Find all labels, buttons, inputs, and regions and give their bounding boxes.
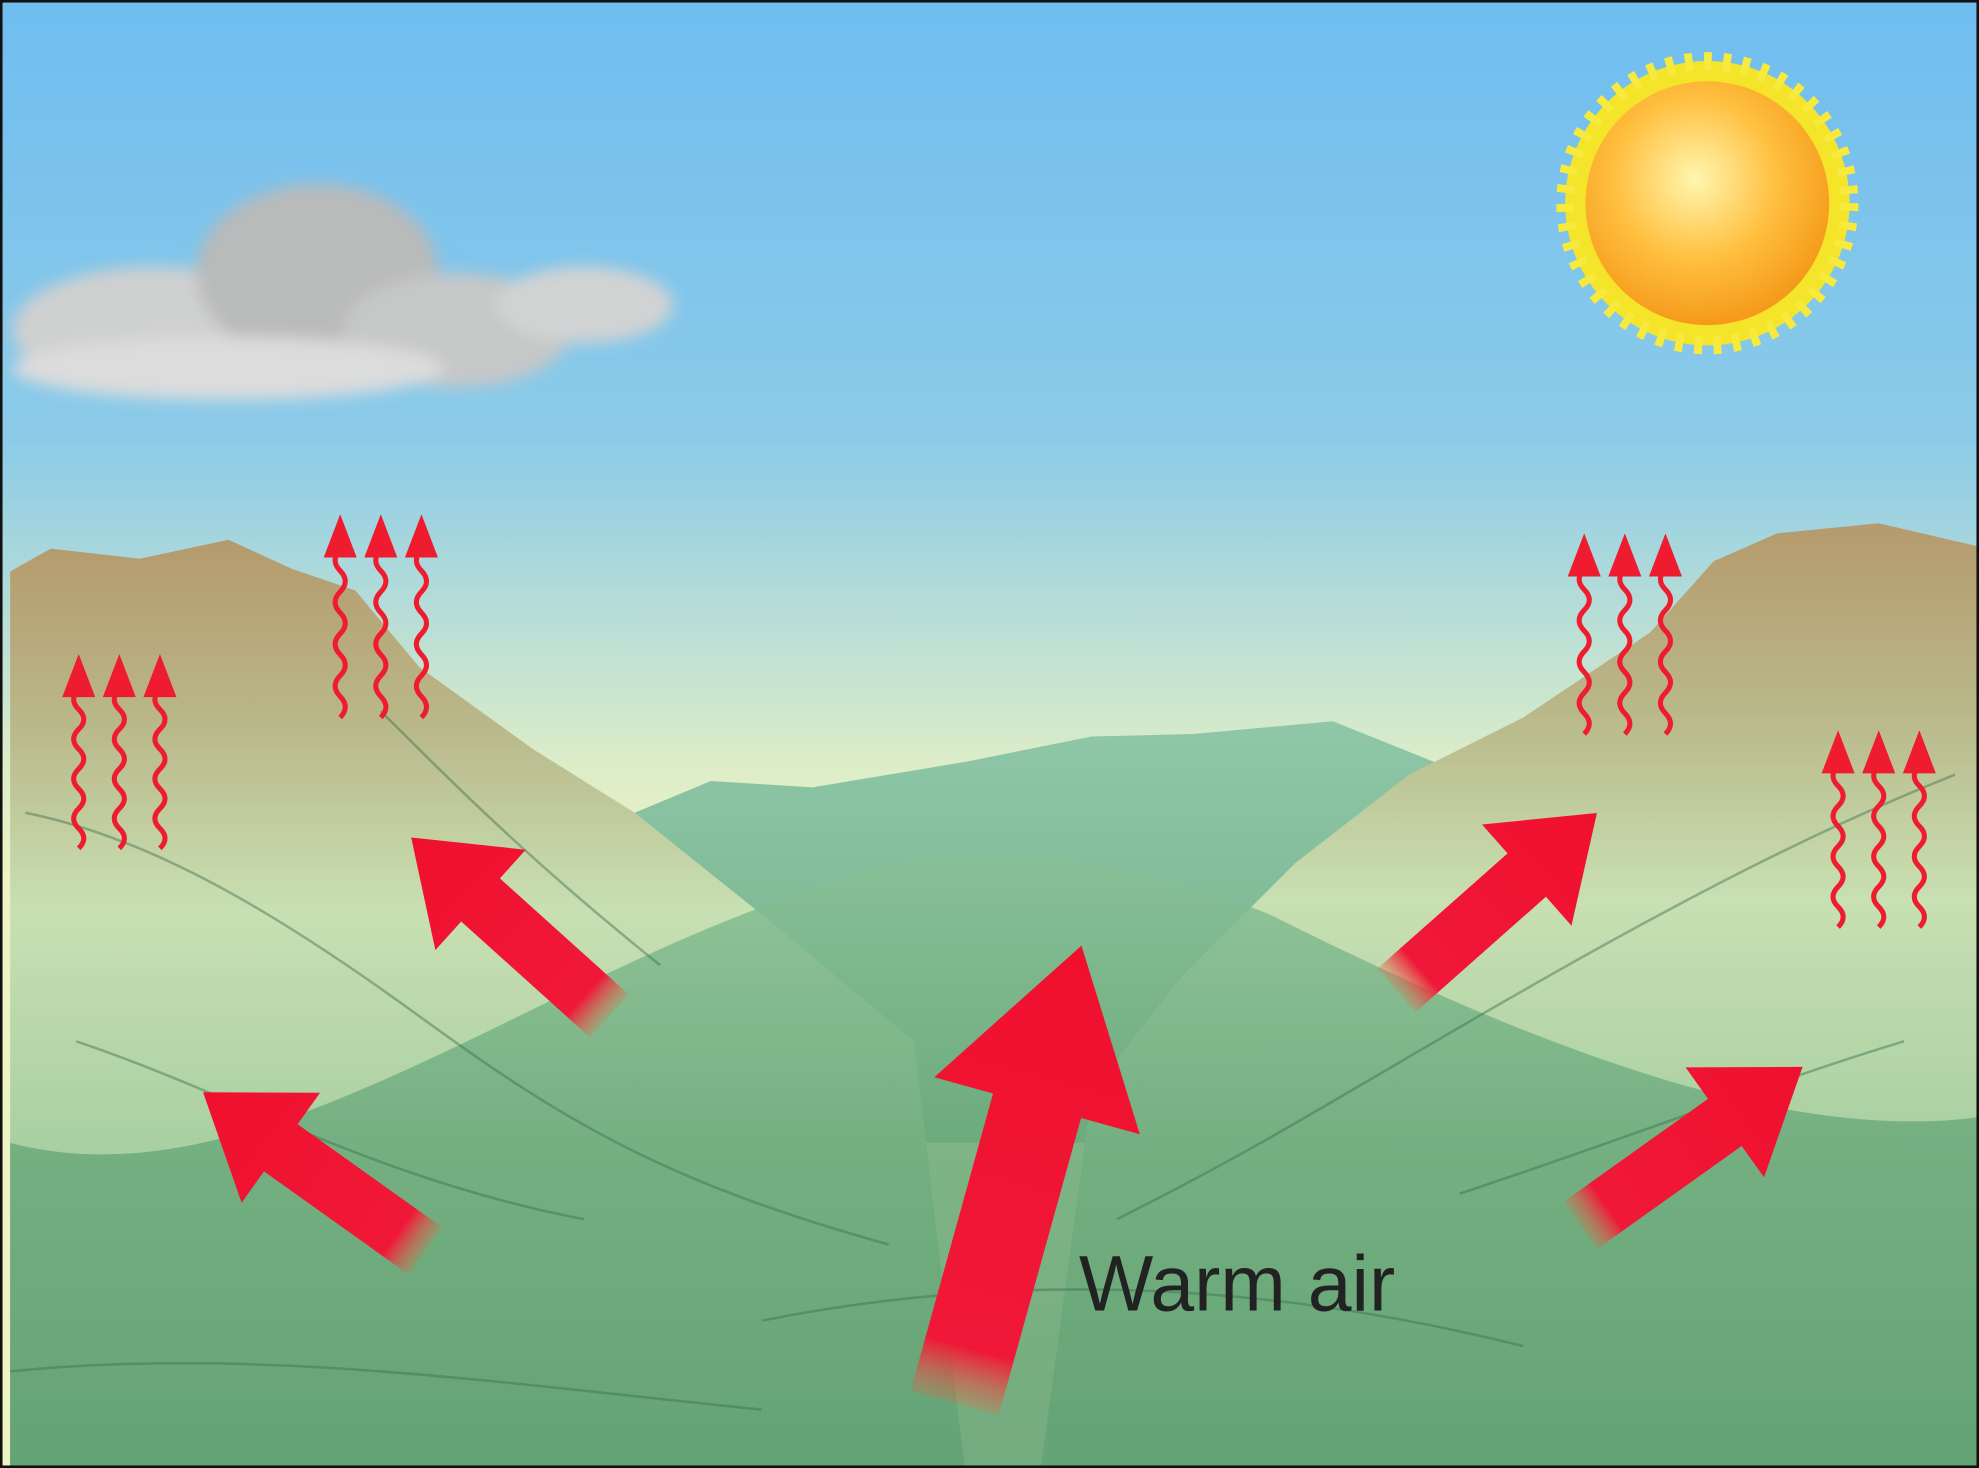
label: Warm air xyxy=(1079,1240,1395,1328)
wave-head xyxy=(1862,730,1896,774)
arrow xyxy=(1377,812,1597,1013)
arrow xyxy=(203,1092,443,1275)
cloud xyxy=(12,184,673,401)
wave-head xyxy=(102,653,136,698)
wind-arrows xyxy=(203,812,1803,1416)
heat-waves xyxy=(62,514,1936,929)
wave-head xyxy=(1821,730,1855,774)
arrow xyxy=(411,837,629,1038)
terrain-lines xyxy=(10,710,1956,1411)
wave-head xyxy=(404,514,438,558)
wave-line xyxy=(1576,567,1592,736)
wave-line xyxy=(1657,567,1674,736)
wave-head xyxy=(1608,533,1642,577)
wave-line xyxy=(373,548,389,720)
wave-head xyxy=(143,653,177,698)
wave-line xyxy=(71,687,87,851)
wave-line xyxy=(413,548,430,720)
wave-head xyxy=(1902,730,1936,774)
arrow xyxy=(1563,1066,1803,1250)
wave-line xyxy=(1830,763,1846,929)
large-arrow xyxy=(910,945,1140,1416)
wave-line xyxy=(1617,567,1633,736)
wave-line xyxy=(332,548,348,720)
sun xyxy=(1556,52,1859,355)
wave-line xyxy=(1911,763,1927,929)
wave-line xyxy=(152,687,168,851)
wave-head xyxy=(62,653,96,698)
wave-head xyxy=(1567,533,1601,577)
wave-line xyxy=(111,687,127,851)
wave-head xyxy=(323,514,357,558)
wave-line xyxy=(1871,763,1887,929)
wave-head xyxy=(364,514,398,558)
wave-head xyxy=(1648,533,1682,577)
